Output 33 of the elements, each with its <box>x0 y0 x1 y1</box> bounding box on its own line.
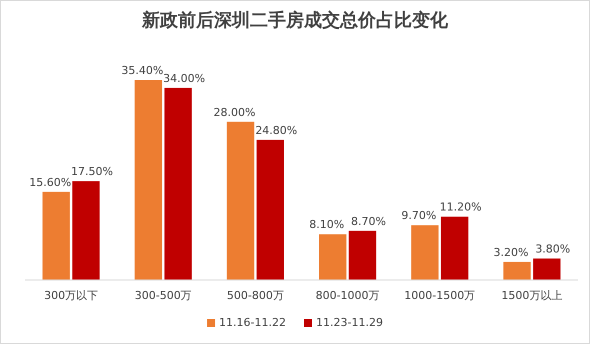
data-label: 15.60% <box>29 176 72 189</box>
data-label: 9.70% <box>401 209 436 222</box>
data-label: 3.20% <box>494 246 529 259</box>
data-label: 35.40% <box>121 64 164 77</box>
bar <box>226 122 254 280</box>
bar <box>533 258 560 280</box>
data-label: 34.00% <box>163 72 206 85</box>
x-tick-label: 800-1000万 <box>316 289 380 302</box>
x-tick-label: 300-500万 <box>134 289 192 302</box>
bar <box>42 192 70 280</box>
bar <box>348 230 376 280</box>
x-tick-label: 300万以下 <box>44 289 98 302</box>
legend-label: 11.16-11.22 <box>219 316 286 329</box>
x-tick-label: 500-800万 <box>226 289 284 302</box>
data-label: 3.80% <box>535 242 570 256</box>
bar <box>440 216 468 280</box>
legend-label: 11.23-11.29 <box>316 316 383 329</box>
bar <box>319 234 346 280</box>
x-tick-label: 1500万以上 <box>501 289 562 302</box>
bar <box>134 80 162 280</box>
chart-title: 新政前后深圳二手房成交总价占比变化 <box>141 10 449 31</box>
data-label: 8.10% <box>309 218 344 232</box>
data-label: 28.00% <box>214 106 256 119</box>
bar <box>503 262 531 280</box>
bar <box>72 181 100 280</box>
data-label: 17.50% <box>70 165 113 178</box>
bar <box>164 88 192 280</box>
bar <box>256 140 284 280</box>
data-label: 24.80% <box>255 124 298 137</box>
data-label: 11.20% <box>440 200 482 214</box>
bar <box>411 225 439 280</box>
data-label: 8.70% <box>350 214 386 228</box>
x-tick-label: 1000-1500万 <box>404 289 476 302</box>
